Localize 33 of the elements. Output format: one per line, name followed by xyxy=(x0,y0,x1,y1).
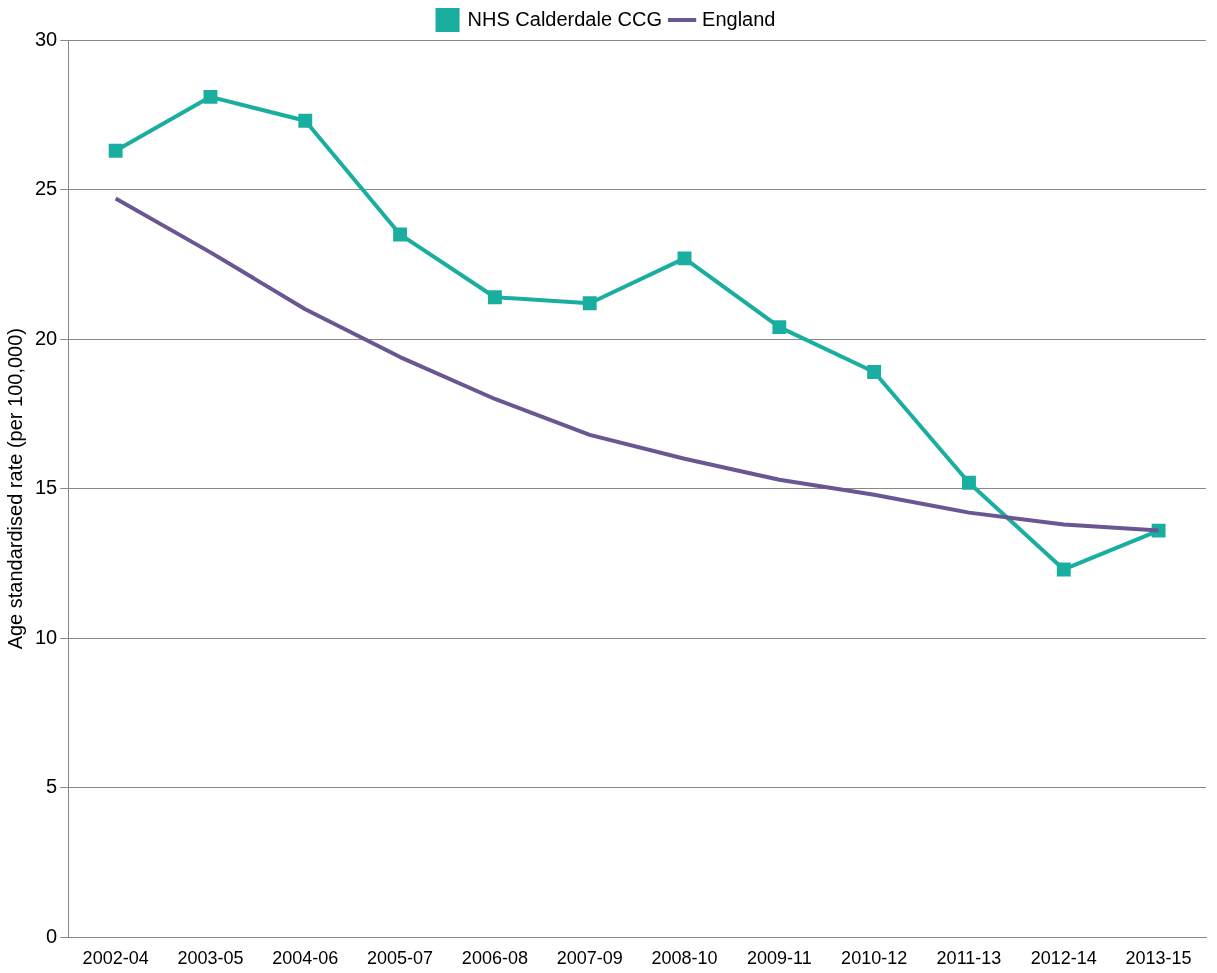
point xyxy=(962,475,976,490)
x-tick-label: 2009-11 xyxy=(746,948,812,969)
y-tick-label: 30 xyxy=(35,27,58,50)
legend-label: NHS Calderdale CCG xyxy=(467,7,663,30)
x-tick-label: 2010-12 xyxy=(841,948,908,969)
point xyxy=(677,251,692,266)
y-tick-label: 15 xyxy=(35,476,58,499)
y-tick-label: 0 xyxy=(46,924,58,947)
y-tick-label: 20 xyxy=(35,326,58,349)
point xyxy=(393,227,408,242)
point xyxy=(298,113,313,128)
point xyxy=(487,290,502,305)
x-tick-label: 2005-07 xyxy=(367,948,434,969)
point xyxy=(582,296,597,311)
x-tick-label: 2004-06 xyxy=(272,948,339,969)
x-tick-label: 2013-15 xyxy=(1125,948,1192,969)
point xyxy=(203,89,218,104)
point xyxy=(867,365,882,379)
x-tick-label: 2006-08 xyxy=(461,948,528,969)
y-tick-label: 10 xyxy=(35,625,58,648)
x-tick-label: 2007-09 xyxy=(556,948,623,969)
x-tick-label: 2012-14 xyxy=(1030,948,1097,969)
y-tick-label: 5 xyxy=(46,775,58,798)
x-tick-label: 2002-04 xyxy=(82,948,149,969)
x-tick-label: 2003-05 xyxy=(177,948,244,969)
x-tick-label: 2011-13 xyxy=(936,948,1002,969)
y-axis-title: Age standardised rate (per 100,000) xyxy=(3,328,26,650)
x-tick-label: 2008-10 xyxy=(651,948,718,969)
point xyxy=(1056,562,1071,577)
point xyxy=(772,320,787,335)
y-tick-label: 25 xyxy=(35,177,58,200)
point xyxy=(108,143,123,158)
legend-label: England xyxy=(702,7,776,30)
